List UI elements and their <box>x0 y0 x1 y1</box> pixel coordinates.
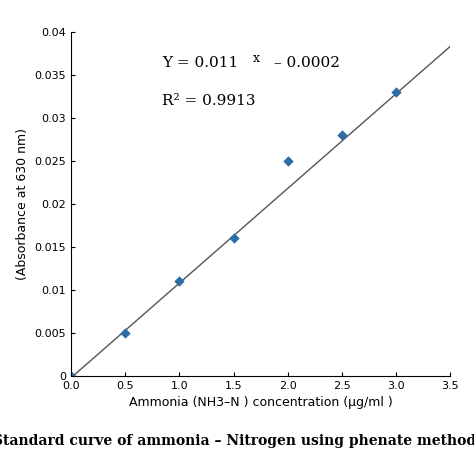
Text: Standard curve of ammonia – Nitrogen using phenate method.: Standard curve of ammonia – Nitrogen usi… <box>0 434 474 448</box>
Point <box>284 157 292 164</box>
Text: – 0.0002: – 0.0002 <box>274 56 340 70</box>
Text: R² = 0.9913: R² = 0.9913 <box>162 94 255 108</box>
Y-axis label: (Absorbance at 630 nm): (Absorbance at 630 nm) <box>16 128 29 280</box>
Text: x: x <box>253 53 260 65</box>
Text: Y = 0.011: Y = 0.011 <box>162 56 238 70</box>
Point <box>392 88 400 96</box>
Point <box>121 329 129 337</box>
Point <box>230 235 237 242</box>
X-axis label: Ammonia (NH3–N ) concentration (μg/ml ): Ammonia (NH3–N ) concentration (μg/ml ) <box>129 396 392 410</box>
Point <box>67 372 75 380</box>
Point <box>338 131 346 139</box>
Point <box>176 278 183 285</box>
